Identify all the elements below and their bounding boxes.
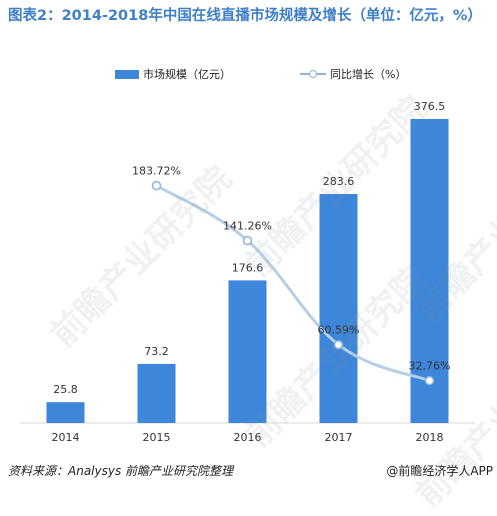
growth-label-2015: 183.72% <box>132 165 181 178</box>
bar-2014 <box>46 402 85 423</box>
bar-2016 <box>228 280 267 423</box>
growth-line <box>155 184 431 383</box>
growth-label-2016: 141.26% <box>223 219 272 232</box>
chart-legend: 市场规模（亿元） 同比增长（%） <box>0 66 497 82</box>
bar-value-label-2017: 283.6 <box>323 175 355 188</box>
x-tick-label-2016: 2016 <box>234 431 262 444</box>
bar-2015 <box>137 363 176 423</box>
x-tick-label-2017: 2017 <box>325 431 353 444</box>
growth-point-2017 <box>333 339 344 350</box>
brand-note: @前瞻经济学人APP <box>386 464 493 478</box>
growth-point-2016 <box>242 235 253 246</box>
bar-value-label-2016: 176.6 <box>232 261 264 274</box>
legend-label-bar: 市场规模（亿元） <box>143 68 231 81</box>
bar-2017 <box>319 193 358 423</box>
chart-title: 图表2：2014-2018年中国在线直播市场规模及增长（单位：亿元，%） <box>8 8 482 24</box>
growth-label-2018: 32.76% <box>409 360 451 373</box>
legend-bar-swatch <box>115 69 139 79</box>
legend-item-line: 同比增长（%） <box>300 66 406 82</box>
legend-item-bar: 市场规模（亿元） <box>115 66 231 82</box>
chart-plot: 25.8 2014 73.2 2015 176.6 2016 283.6 2017 376.5 2… <box>20 100 475 444</box>
growth-label-2017: 60.59% <box>318 324 360 337</box>
source-note: 资料来源：Analysys 前瞻产业研究院整理 <box>8 464 234 478</box>
growth-point-2015 <box>151 180 162 191</box>
bar-value-label-2014: 25.8 <box>53 383 78 396</box>
x-tick-label-2015: 2015 <box>143 431 171 444</box>
x-tick-label-2018: 2018 <box>416 431 444 444</box>
bar-value-label-2018: 376.5 <box>414 100 446 113</box>
growth-point-2018 <box>424 375 435 386</box>
x-tick-label-2014: 2014 <box>52 431 80 444</box>
bar-2018 <box>410 118 449 423</box>
bar-value-label-2015: 73.2 <box>144 345 169 358</box>
legend-line-swatch <box>300 69 326 79</box>
legend-label-line: 同比增长（%） <box>330 68 407 81</box>
